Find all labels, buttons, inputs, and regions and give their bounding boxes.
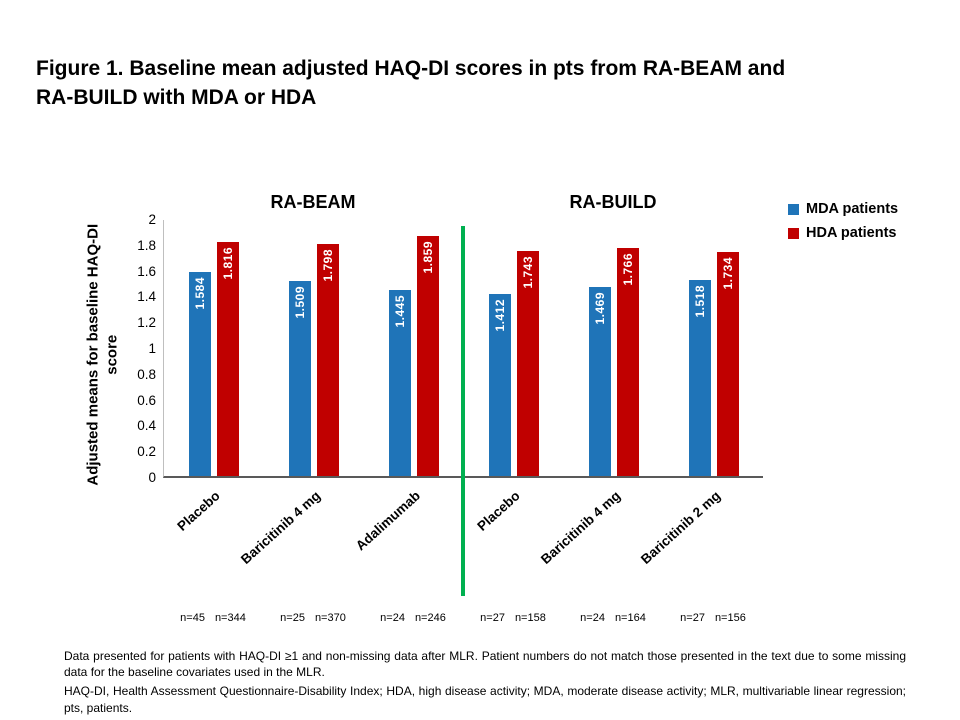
n-label-group-1: n=25 n=370	[251, 612, 375, 624]
bar-value-label: 1.743	[521, 256, 535, 289]
bar-value-label: 1.412	[493, 298, 507, 332]
footnote: Data presented for patients with HAQ-DI …	[64, 648, 906, 716]
bar-value-label: 1.445	[393, 294, 407, 328]
legend-label-hda: HDA patients	[806, 225, 897, 241]
bar-value-label: 1.766	[621, 253, 635, 286]
bar-mda-3: 1.412	[489, 293, 511, 476]
n-label: n=27	[680, 612, 705, 624]
n-label-group-3: n=27 n=158	[451, 612, 575, 624]
bar-value-label: 1.798	[321, 249, 335, 282]
footnote-line-1: Data presented for patients with HAQ-DI …	[64, 649, 906, 680]
x-axis-label: Adalimumab	[352, 488, 424, 554]
bar-value-label: 1.469	[593, 291, 607, 325]
x-axis-label: Baricitinib 4 mg	[537, 488, 624, 567]
x-axis-label: Baricitinib 2 mg	[637, 488, 724, 567]
y-tick-label: 1.8	[137, 237, 156, 253]
bar-hda-3: 1.743	[517, 251, 539, 476]
legend-item-hda: HDA patients	[788, 225, 898, 241]
hda-legend-swatch-icon	[788, 227, 799, 239]
y-axis-ticks: 0 0.2 0.4 0.6 0.8 1 1.2 1.4 1.6 1.8 2	[108, 212, 156, 485]
x-axis-label: Baricitinib 4 mg	[237, 488, 324, 567]
y-tick-label: 1.4	[137, 289, 156, 305]
n-label: n=246	[414, 612, 446, 624]
y-tick-label: 0.6	[137, 392, 156, 408]
footnote-line-2: HAQ-DI, Health Assessment Questionnaire-…	[64, 684, 906, 715]
bar-mda-1: 1.509	[289, 281, 311, 476]
x-axis-label: Placebo	[474, 488, 524, 534]
y-tick-label: 1.6	[137, 263, 156, 279]
n-label: n=25	[280, 612, 305, 624]
bar-hda-2: 1.859	[417, 236, 439, 476]
n-label: n=24	[580, 612, 605, 624]
y-tick-label: 0.8	[137, 366, 156, 382]
bar-value-label: 1.584	[193, 276, 207, 310]
n-label: n=24	[380, 612, 405, 624]
mda-legend-swatch-icon	[788, 203, 799, 215]
y-tick-label: 1.2	[137, 315, 156, 331]
legend-label-mda: MDA patients	[806, 201, 899, 217]
y-tick-label: 1	[148, 341, 156, 356]
sample-size-labels: n=45 n=344 n=25 n=370 n=24 n=246 n=27 n=158 n=24…	[163, 612, 763, 632]
bar-value-label: 1.734	[721, 257, 735, 290]
bar-mda-4: 1.469	[589, 286, 611, 476]
bar-value-label: 1.509	[293, 286, 307, 319]
n-label: n=158	[514, 612, 546, 624]
bar-hda-0: 1.816	[217, 241, 239, 476]
n-label: n=370	[314, 612, 346, 624]
figure-title-line-1: Figure 1. Baseline mean adjusted HAQ-DI …	[36, 57, 786, 80]
bar-hda-5: 1.734	[717, 252, 739, 476]
figure-title: Figure 1. Baseline mean adjusted HAQ-DI …	[36, 54, 928, 113]
x-axis-label: Placebo	[174, 488, 224, 534]
legend-item-mda: MDA patients	[788, 201, 898, 217]
n-label: n=156	[714, 612, 746, 624]
bar-hda-1: 1.798	[317, 244, 339, 476]
n-label-group-4: n=24 n=164	[551, 612, 675, 624]
bar-mda-5: 1.518	[689, 280, 711, 476]
bar-value-label: 1.859	[421, 241, 435, 274]
y-tick-label: 0	[148, 470, 156, 485]
study-divider-line	[461, 226, 465, 596]
bar-mda-0: 1.584	[189, 271, 211, 476]
n-label: n=344	[214, 612, 246, 624]
y-tick-label: 2	[148, 212, 156, 227]
plot-area: 1.584 1.816 1.509 1.798 1.445 1.859 1.412 1.743…	[163, 220, 763, 478]
section-label-ra-build: RA-BUILD	[569, 192, 657, 212]
bar-value-label: 1.518	[693, 285, 707, 318]
n-label: n=45	[180, 612, 205, 624]
n-label-group-5: n=27 n=156	[651, 612, 775, 624]
y-tick-label: 0.4	[137, 418, 156, 434]
n-label-group-2: n=24 n=246	[351, 612, 475, 624]
n-label-group-0: n=45 n=344	[151, 612, 275, 624]
bar-hda-4: 1.766	[617, 248, 639, 476]
n-label: n=164	[614, 612, 646, 624]
n-label: n=27	[480, 612, 505, 624]
legend: MDA patients HDA patients	[788, 201, 898, 249]
y-tick-label: 0.2	[137, 444, 156, 460]
figure-title-line-2: RA-BUILD with MDA or HDA	[36, 86, 317, 110]
section-label-ra-beam: RA-BEAM	[270, 192, 356, 212]
bar-mda-2: 1.445	[389, 289, 411, 476]
bar-value-label: 1.816	[221, 246, 235, 280]
